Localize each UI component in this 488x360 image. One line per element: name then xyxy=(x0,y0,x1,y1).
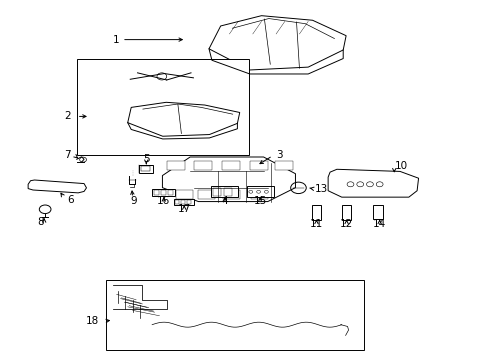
Text: 10: 10 xyxy=(394,161,407,171)
Text: 3: 3 xyxy=(276,150,282,160)
Bar xyxy=(224,188,231,196)
Bar xyxy=(174,199,194,205)
Bar xyxy=(167,190,172,195)
Bar xyxy=(176,190,193,199)
Text: 2: 2 xyxy=(64,111,71,121)
Text: 14: 14 xyxy=(372,219,386,229)
Bar xyxy=(152,189,175,197)
Bar xyxy=(194,161,212,170)
Bar xyxy=(311,205,321,220)
Bar xyxy=(141,166,150,171)
Bar xyxy=(138,165,153,173)
Text: 18: 18 xyxy=(85,316,99,326)
Bar xyxy=(161,190,165,195)
Bar xyxy=(106,280,363,350)
Bar xyxy=(187,200,191,204)
Bar xyxy=(213,188,221,196)
Text: 6: 6 xyxy=(67,195,74,205)
Text: 1: 1 xyxy=(112,35,119,45)
Bar xyxy=(223,190,240,199)
Bar xyxy=(154,190,159,195)
Bar xyxy=(251,190,267,199)
Text: 5: 5 xyxy=(142,154,149,164)
Text: 8: 8 xyxy=(37,217,43,227)
Bar xyxy=(198,190,215,199)
Text: 12: 12 xyxy=(339,219,352,229)
Text: 16: 16 xyxy=(157,197,170,206)
Bar xyxy=(175,200,179,204)
Bar xyxy=(222,161,240,170)
Bar xyxy=(211,186,238,197)
Text: 17: 17 xyxy=(177,204,190,214)
Text: 4: 4 xyxy=(221,197,228,206)
Text: 7: 7 xyxy=(64,150,71,160)
Bar xyxy=(166,161,184,170)
Text: 13: 13 xyxy=(314,184,327,194)
Bar xyxy=(181,200,185,204)
Text: 9: 9 xyxy=(130,196,137,206)
Bar xyxy=(274,161,292,170)
Bar xyxy=(249,161,267,170)
Bar xyxy=(341,205,351,220)
Text: 15: 15 xyxy=(253,197,266,206)
Bar xyxy=(246,186,273,197)
Bar xyxy=(372,205,382,219)
Text: 11: 11 xyxy=(309,219,323,229)
Bar xyxy=(77,59,249,155)
